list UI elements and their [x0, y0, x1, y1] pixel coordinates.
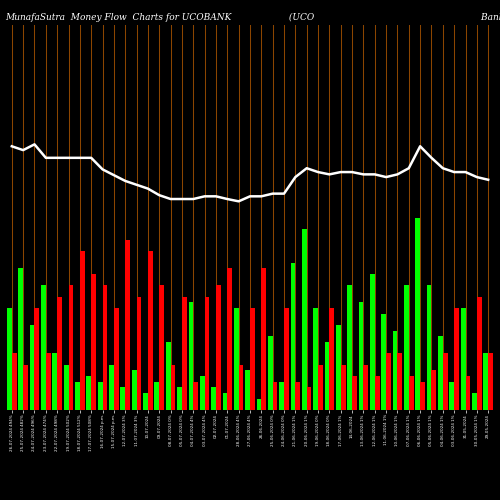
Bar	[91, 274, 96, 410]
Bar	[245, 370, 250, 410]
Bar	[284, 308, 289, 410]
Bar	[222, 393, 228, 410]
Bar	[324, 342, 330, 410]
Bar	[200, 376, 204, 410]
Bar	[302, 229, 306, 410]
Bar	[64, 364, 68, 410]
Bar	[432, 370, 436, 410]
Bar	[228, 268, 232, 410]
Bar	[143, 393, 148, 410]
Bar	[182, 297, 186, 410]
Bar	[102, 286, 108, 410]
Bar	[98, 382, 102, 410]
Bar	[450, 382, 454, 410]
Bar	[375, 376, 380, 410]
Bar	[370, 274, 375, 410]
Bar	[382, 314, 386, 410]
Bar	[109, 364, 114, 410]
Bar	[296, 382, 300, 410]
Bar	[318, 364, 323, 410]
Bar	[23, 364, 28, 410]
Bar	[386, 354, 391, 410]
Bar	[188, 302, 194, 410]
Bar	[352, 376, 357, 410]
Bar	[460, 308, 466, 410]
Bar	[57, 297, 62, 410]
Bar	[136, 297, 141, 410]
Bar	[454, 308, 459, 410]
Bar	[398, 354, 402, 410]
Bar	[80, 252, 84, 410]
Bar	[125, 240, 130, 410]
Bar	[52, 354, 57, 410]
Bar	[404, 286, 409, 410]
Bar	[166, 342, 170, 410]
Bar	[41, 286, 46, 410]
Bar	[12, 354, 16, 410]
Bar	[280, 382, 284, 410]
Bar	[132, 370, 136, 410]
Bar	[290, 263, 296, 410]
Bar	[177, 388, 182, 410]
Bar	[86, 376, 91, 410]
Bar	[46, 354, 50, 410]
Bar	[409, 376, 414, 410]
Bar	[358, 302, 364, 410]
Bar	[204, 297, 210, 410]
Text: MunafaSutra  Money Flow  Charts for UCOBANK                    (UCO             : MunafaSutra Money Flow Charts for UCOBAN…	[5, 12, 500, 22]
Bar	[466, 376, 470, 410]
Bar	[416, 218, 420, 410]
Bar	[120, 388, 125, 410]
Bar	[330, 308, 334, 410]
Bar	[30, 325, 35, 410]
Bar	[18, 268, 23, 410]
Bar	[250, 308, 255, 410]
Bar	[114, 308, 118, 410]
Bar	[477, 297, 482, 410]
Bar	[7, 308, 12, 410]
Bar	[443, 354, 448, 410]
Bar	[420, 382, 425, 410]
Bar	[211, 388, 216, 410]
Bar	[336, 325, 340, 410]
Bar	[438, 336, 443, 410]
Bar	[238, 364, 244, 410]
Bar	[216, 286, 220, 410]
Bar	[160, 286, 164, 410]
Bar	[148, 252, 152, 410]
Bar	[68, 286, 73, 410]
Bar	[194, 382, 198, 410]
Bar	[154, 382, 160, 410]
Bar	[488, 354, 493, 410]
Bar	[340, 364, 345, 410]
Bar	[392, 330, 398, 410]
Bar	[272, 382, 278, 410]
Bar	[472, 393, 477, 410]
Bar	[364, 364, 368, 410]
Bar	[170, 364, 175, 410]
Bar	[75, 382, 80, 410]
Bar	[314, 308, 318, 410]
Bar	[306, 388, 312, 410]
Bar	[426, 286, 432, 410]
Bar	[348, 286, 352, 410]
Bar	[34, 308, 40, 410]
Bar	[484, 354, 488, 410]
Bar	[256, 398, 262, 410]
Bar	[262, 268, 266, 410]
Bar	[234, 308, 238, 410]
Bar	[268, 336, 272, 410]
